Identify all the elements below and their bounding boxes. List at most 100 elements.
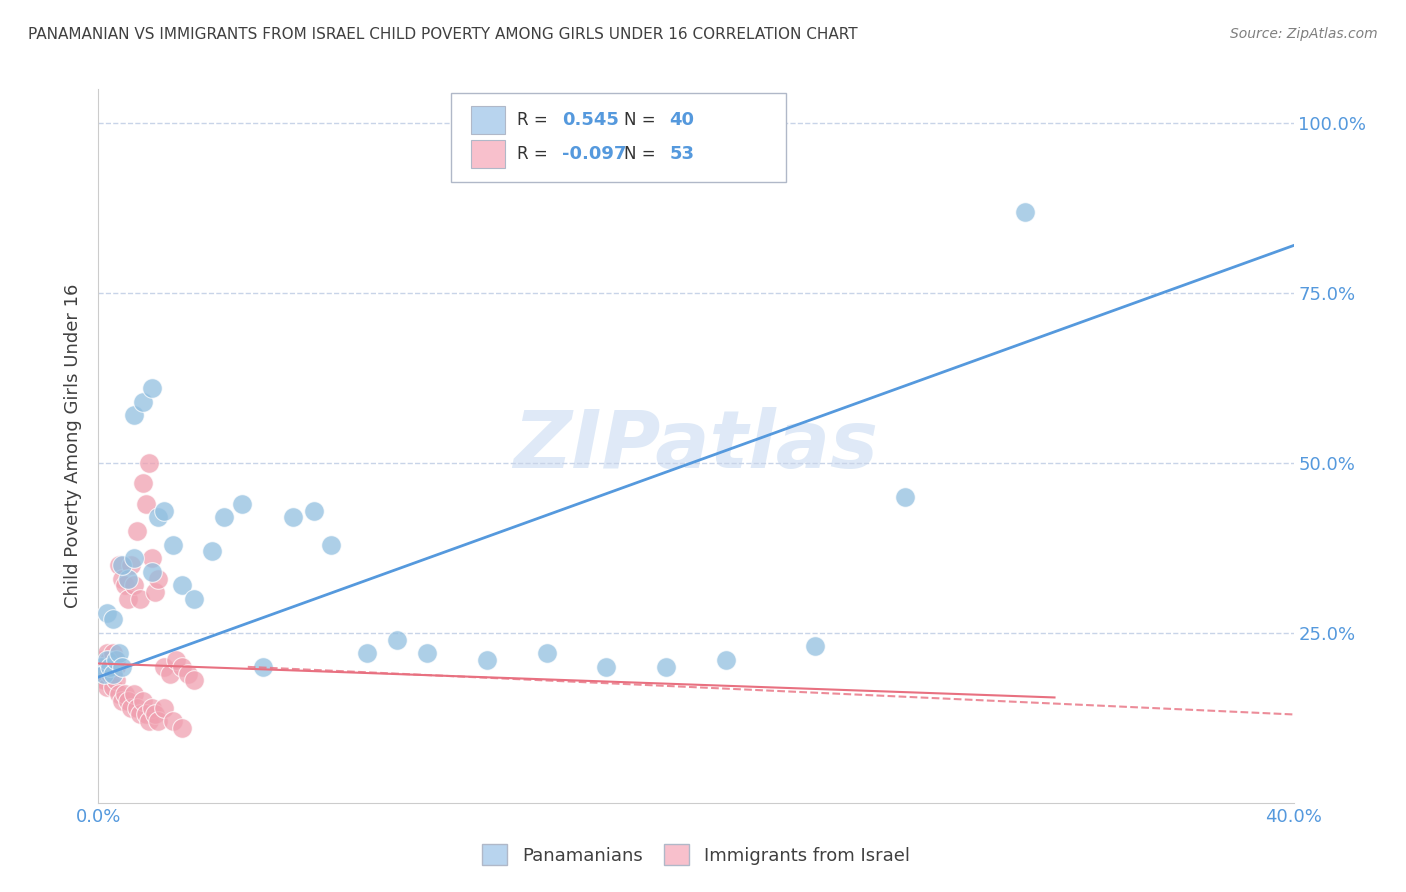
Point [162, 714, 184, 729]
Point [96, 606, 118, 620]
Point [90, 653, 112, 667]
Point [96, 646, 118, 660]
Point [804, 640, 827, 654]
Point [114, 578, 136, 592]
Point [148, 572, 170, 586]
Text: ZIPatlas: ZIPatlas [513, 407, 879, 485]
Point [90, 660, 112, 674]
Point [98, 660, 122, 674]
Point [143, 707, 166, 722]
Point [212, 510, 235, 524]
Point [91, 666, 114, 681]
Point [103, 646, 125, 660]
Point [135, 707, 157, 722]
Y-axis label: Child Poverty Among Girls Under 16: Child Poverty Among Girls Under 16 [65, 284, 83, 608]
Point [141, 551, 163, 566]
Point [177, 666, 200, 681]
Point [96, 653, 118, 667]
Text: PANAMANIAN VS IMMIGRANTS FROM ISRAEL CHILD POVERTY AMONG GIRLS UNDER 16 CORRELAT: PANAMANIAN VS IMMIGRANTS FROM ISRAEL CHI… [28, 27, 858, 42]
Text: N =: N = [624, 111, 661, 128]
Bar [471, 105, 505, 134]
Point [108, 558, 131, 572]
Point [89, 660, 111, 674]
Point [127, 524, 149, 538]
Point [129, 591, 152, 606]
Point [103, 666, 125, 681]
Point [124, 551, 146, 566]
Point [894, 490, 917, 504]
Text: N =: N = [624, 145, 661, 163]
Point [162, 537, 184, 551]
Point [97, 653, 120, 667]
Text: 53: 53 [669, 145, 695, 163]
Point [385, 632, 409, 647]
Point [120, 700, 142, 714]
Point [153, 660, 176, 674]
Point [132, 476, 155, 491]
Point [114, 687, 136, 701]
Point [117, 694, 139, 708]
Legend: Panamanians, Immigrants from Israel: Panamanians, Immigrants from Israel [475, 837, 917, 872]
Point [356, 646, 378, 660]
Point [98, 660, 122, 674]
Point [103, 680, 125, 694]
Point [165, 653, 187, 667]
Point [105, 653, 128, 667]
Point [281, 510, 304, 524]
Text: R =: R = [517, 145, 553, 163]
Point [595, 660, 617, 674]
Point [183, 673, 205, 688]
Text: R =: R = [517, 111, 553, 128]
Bar [471, 140, 505, 169]
Point [111, 660, 134, 674]
Text: 0.545: 0.545 [562, 111, 619, 128]
Text: Source: ZipAtlas.com: Source: ZipAtlas.com [1230, 27, 1378, 41]
Point [124, 687, 146, 701]
Point [536, 646, 558, 660]
Point [252, 660, 274, 674]
FancyBboxPatch shape [451, 93, 786, 182]
Point [416, 646, 439, 660]
Point [111, 572, 134, 586]
Text: 40: 40 [669, 111, 695, 128]
Point [159, 666, 181, 681]
Point [98, 666, 122, 681]
Point [124, 409, 146, 423]
Point [475, 653, 498, 667]
Point [103, 612, 125, 626]
Point [1014, 204, 1036, 219]
Point [201, 544, 224, 558]
Point [321, 537, 343, 551]
Point [132, 694, 155, 708]
Point [148, 510, 170, 524]
Point [141, 700, 163, 714]
Point [111, 558, 134, 572]
Point [111, 694, 134, 708]
Point [172, 721, 194, 735]
Point [96, 680, 118, 694]
Point [148, 714, 170, 729]
Point [302, 503, 325, 517]
Point [714, 653, 737, 667]
Point [132, 394, 155, 409]
Point [153, 700, 176, 714]
Point [120, 558, 142, 572]
Point [117, 572, 139, 586]
Point [93, 673, 115, 688]
Point [129, 707, 152, 722]
Point [138, 714, 160, 729]
Point [655, 660, 678, 674]
Point [108, 646, 131, 660]
Point [124, 578, 146, 592]
Point [172, 578, 194, 592]
Point [90, 666, 112, 681]
Point [127, 700, 149, 714]
Point [108, 687, 131, 701]
Point [231, 497, 253, 511]
Point [94, 673, 117, 688]
Point [93, 666, 115, 681]
Point [172, 660, 194, 674]
Point [143, 585, 166, 599]
Point [105, 660, 128, 674]
Point [138, 456, 160, 470]
